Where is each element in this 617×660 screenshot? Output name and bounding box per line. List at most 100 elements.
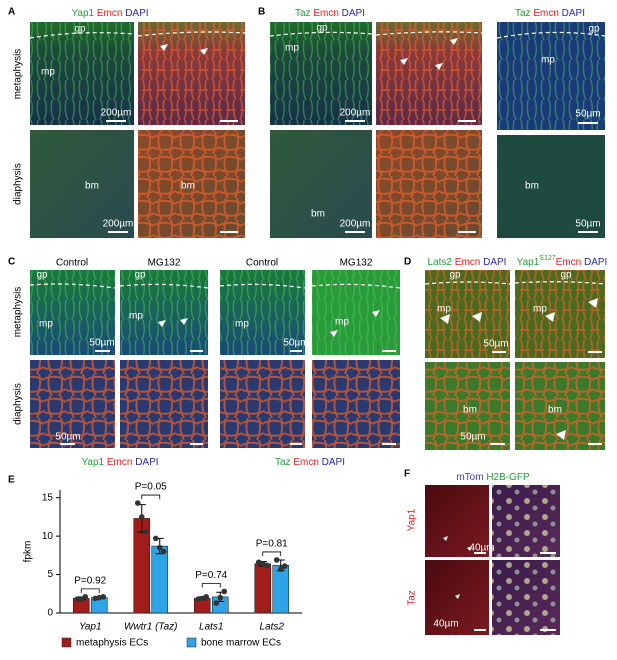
data-point [142, 528, 149, 535]
arrowhead [455, 594, 460, 599]
stain-name: DAPI [132, 457, 158, 468]
stain-name: Lats2 [428, 257, 453, 268]
data-point [281, 563, 288, 569]
label: 200µm [101, 108, 132, 119]
bar-chart: 0 5 10 15 fpkm Yap1 P=0.92 Wwtr1 (Taz) P=0.05 Lat… [23, 482, 302, 649]
data-point [221, 588, 228, 595]
label: mp [41, 67, 55, 78]
arrowheads [158, 38, 598, 599]
stain-name: Taz [295, 8, 311, 19]
y-axis-label: fpkm [23, 541, 34, 563]
data-point [160, 548, 167, 555]
label: gp [588, 24, 600, 35]
label: mp [235, 319, 249, 330]
dashed-line [219, 283, 306, 289]
stain-name: Yap1 [81, 457, 104, 468]
x-tick-label: Lats2 [260, 622, 285, 633]
label: mp [437, 304, 451, 315]
stain-legend: Lats2 Emcn DAPI [428, 257, 507, 268]
micrograph-texture [492, 560, 560, 635]
x-tick-label: Wwtr1 (Taz) [124, 622, 178, 633]
data-point [74, 596, 81, 602]
stain-name: DAPI [122, 8, 148, 19]
label: bm [525, 181, 539, 192]
label: 50µm [460, 432, 485, 443]
micrograph-texture [270, 22, 372, 125]
micrograph-texture [492, 485, 560, 557]
label: 200µm [103, 219, 134, 230]
row-label: Taz [407, 590, 418, 606]
stain-name: H2B-GFP [484, 472, 530, 483]
micrograph [270, 130, 372, 238]
micrograph-texture [312, 270, 400, 355]
stain-legend: Taz Emcn DAPI [515, 8, 585, 19]
stain-name: Emcn [104, 457, 132, 468]
micrograph-texture [376, 22, 482, 125]
row-label: metaphysis [13, 49, 24, 100]
label: 50µm [283, 338, 308, 349]
micrograph-texture [138, 22, 245, 125]
label: 200µm [340, 108, 371, 119]
row-label: diaphysis [13, 163, 24, 205]
arrowhead [160, 44, 168, 51]
y-tick-label: 0 [47, 608, 53, 619]
y-tick-label: 10 [42, 531, 54, 542]
micrograph [30, 130, 134, 238]
data-point [277, 566, 284, 572]
label: mp [541, 55, 555, 66]
scale-bars [60, 120, 602, 631]
label: Control [246, 258, 278, 269]
p-value: P=0.05 [135, 482, 167, 493]
micrograph-texture [220, 360, 305, 448]
stain-name: Emcn [531, 8, 559, 19]
stain-name: Taz [275, 457, 291, 468]
stain-legend: Taz Emcn DAPI [295, 8, 365, 19]
arrowhead [200, 48, 208, 55]
x-tick-label: Yap1 [79, 622, 102, 633]
significance-bracket [141, 494, 161, 500]
dashed-line [514, 281, 606, 285]
label: mp [285, 43, 299, 54]
label: C [8, 257, 15, 268]
arrowhead [443, 536, 448, 541]
dashed-line [29, 283, 116, 289]
data-point [156, 544, 163, 551]
label: bm [85, 181, 99, 192]
stain-legend: Yap1S127Emcn DAPI [517, 255, 608, 268]
micrograph-texture [312, 360, 400, 448]
arrowhead [158, 320, 166, 327]
stain-name: Emcn [94, 8, 122, 19]
label: 200µm [340, 219, 371, 230]
micrograph-texture [120, 360, 208, 448]
p-value: P=0.74 [195, 570, 227, 581]
arrowhead [556, 430, 566, 440]
dashed-line [29, 32, 135, 39]
label: A [8, 7, 15, 18]
x-tick-label: Lats1 [199, 622, 223, 633]
data-point [100, 594, 107, 600]
label: mp [335, 317, 349, 328]
data-point [263, 562, 270, 569]
micrograph-texture [30, 360, 115, 448]
label: gp [74, 24, 86, 35]
data-point [138, 514, 145, 520]
label: bm [311, 209, 325, 220]
bar [254, 563, 272, 614]
label: gp [316, 23, 328, 34]
label: Control [56, 258, 88, 269]
stain-name: DAPI [559, 8, 585, 19]
arrowhead [440, 314, 450, 324]
stain-name: Taz [515, 8, 531, 19]
stain-name: DAPI [581, 257, 607, 268]
micrograph-texture [138, 130, 245, 238]
stain-legend: Yap1 Emcn DAPI [71, 8, 148, 19]
stain-legend: Taz Emcn DAPI [275, 457, 345, 468]
label: 50µm [575, 219, 600, 230]
label: MG132 [340, 258, 373, 269]
stain-name: DAPI [339, 8, 365, 19]
data-point [134, 500, 141, 506]
dashed-line [137, 31, 246, 37]
p-value: P=0.81 [256, 539, 288, 550]
stain-name: DAPI [480, 257, 506, 268]
micrographs [30, 22, 605, 635]
